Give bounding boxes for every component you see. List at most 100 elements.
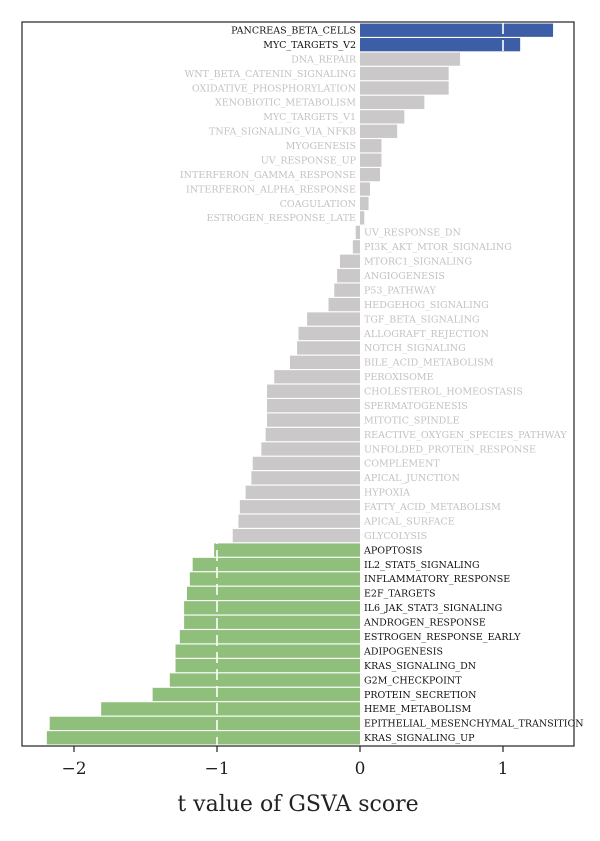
bar [307, 312, 360, 326]
category-label: SPERMATOGENESIS [364, 401, 468, 412]
x-axis: −2 −1 0 1 [61, 746, 508, 779]
category-label: IL6_JAK_STAT3_SIGNALING [364, 603, 502, 614]
bar [355, 225, 360, 240]
bar [175, 658, 360, 673]
category-label: ANGIOGENESIS [363, 271, 445, 282]
bar [152, 687, 360, 702]
bar [352, 240, 360, 254]
bar [360, 139, 382, 153]
bar [101, 702, 361, 716]
bar [360, 38, 521, 52]
category-label: ESTROGEN_RESPONSE_EARLY [364, 632, 521, 643]
category-label: OXIDATIVE_PHOSPHORYLATION [192, 83, 356, 94]
category-label: XENOBIOTIC_METABOLISM [215, 98, 356, 109]
bar [360, 153, 382, 167]
plot-frame [21, 21, 575, 747]
bar [360, 66, 449, 81]
category-label: REACTIVE_OXYGEN_SPECIES_PATHWAY [364, 430, 567, 441]
category-label: APICAL_JUNCTION [363, 473, 460, 484]
bar [360, 23, 554, 37]
bar [267, 413, 360, 427]
category-label: UV_RESPONSE_DN [364, 228, 461, 239]
bar [175, 644, 360, 658]
category-label: COAGULATION [280, 199, 356, 210]
category-label: CHOLESTEROL_HOMEOSTASIS [364, 387, 523, 398]
category-label: P53_PATHWAY [364, 285, 436, 296]
x-tick-label: −1 [204, 759, 229, 779]
category-label: PROTEIN_SECRETION [364, 690, 476, 701]
category-label: APOPTOSIS [363, 545, 422, 556]
bar [186, 586, 360, 601]
bar [360, 167, 381, 182]
bar [192, 557, 360, 572]
bar [184, 615, 360, 629]
bar [265, 427, 360, 442]
bar [360, 196, 369, 211]
bar [179, 630, 360, 644]
category-label: APICAL_SURFACE [363, 516, 455, 527]
category-label: G2M_CHECKPOINT [364, 675, 462, 686]
category-label: ADIPOGENESIS [363, 646, 443, 657]
bar [49, 716, 360, 730]
category-label: TNFA_SIGNALING_VIA_NFKB [209, 127, 356, 138]
bar [360, 124, 398, 138]
bar [239, 500, 360, 514]
bar [46, 731, 361, 745]
bar [251, 471, 360, 485]
category-label: EPITHELIAL_MESENCHYMAL_TRANSITION [364, 719, 584, 730]
bars [46, 23, 554, 745]
bar [238, 514, 360, 528]
category-label: NOTCH_SIGNALING [364, 343, 466, 354]
category-label: MITOTIC_SPINDLE [364, 415, 460, 426]
bar [334, 283, 360, 297]
bar [360, 52, 461, 66]
category-label: MYC_TARGETS_V2 [263, 40, 356, 51]
bar [339, 254, 360, 268]
category-label: HEME_METABOLISM [364, 704, 471, 715]
bar [298, 326, 360, 341]
category-label: KRAS_SIGNALING_UP [364, 733, 475, 744]
bar [252, 456, 360, 471]
category-label: PEROXISOME [364, 372, 434, 383]
bar [267, 384, 360, 398]
category-label: INTERFERON_ALPHA_RESPONSE [186, 184, 356, 195]
category-label: UNFOLDED_PROTEIN_RESPONSE [364, 444, 536, 455]
category-label: MTORC1_SIGNALING [364, 257, 472, 268]
category-label: WNT_BETA_CATENIN_SIGNALING [184, 69, 356, 80]
bar [360, 95, 425, 110]
category-label: MYC_TARGETS_V1 [263, 112, 356, 123]
category-label: E2F_TARGETS [364, 589, 436, 600]
bar [267, 399, 360, 413]
x-tick-label: −2 [61, 759, 86, 779]
reference-line-overlay [216, 23, 504, 745]
bar [289, 355, 360, 369]
category-label: INFLAMMATORY_RESPONSE [364, 574, 510, 585]
category-label: HYPOXIA [364, 488, 410, 499]
bar [261, 442, 360, 456]
category-label: KRAS_SIGNALING_DN [364, 661, 476, 672]
bar [337, 269, 360, 283]
category-label: MYOGENESIS [286, 141, 356, 152]
category-labels: PANCREAS_BETA_CELLS MYC_TARGETS_V2 DNA_REP… [180, 26, 584, 745]
bar [360, 81, 449, 95]
category-label: PANCREAS_BETA_CELLS [231, 26, 356, 37]
bar [274, 370, 360, 384]
category-label: COMPLEMENT [364, 459, 440, 470]
bar [360, 211, 365, 225]
x-tick-label: 1 [498, 759, 509, 779]
category-label: IL2_STAT5_SIGNALING [364, 560, 480, 571]
category-label: HEDGEHOG_SIGNALING [364, 300, 489, 311]
category-label: INTERFERON_GAMMA_RESPONSE [180, 170, 356, 181]
bar [297, 341, 360, 355]
x-axis-title: t value of GSVA score [177, 792, 418, 817]
bar [169, 673, 360, 687]
bar [360, 110, 405, 124]
category-label: ANDROGEN_RESPONSE [363, 618, 486, 629]
category-label: DNA_REPAIR [291, 54, 357, 65]
x-tick-label: 0 [355, 759, 366, 779]
category-label: UV_RESPONSE_UP [261, 155, 357, 166]
bar [328, 297, 360, 312]
bar [184, 601, 360, 615]
bar [245, 485, 360, 499]
